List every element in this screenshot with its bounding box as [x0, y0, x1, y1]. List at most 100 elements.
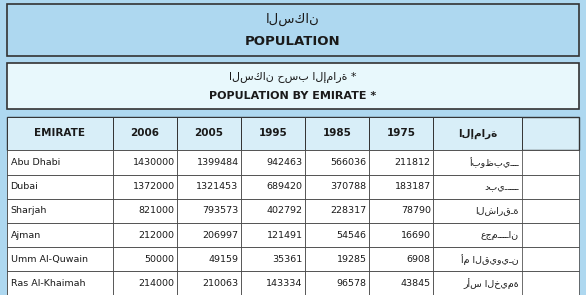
Bar	[241, 199, 305, 223]
Bar	[369, 199, 433, 223]
Text: عجمــــان: عجمــــان	[481, 231, 519, 240]
Text: 793573: 793573	[202, 206, 239, 215]
Bar	[113, 199, 177, 223]
Bar	[433, 271, 522, 295]
Bar	[7, 150, 579, 175]
Bar	[369, 223, 433, 247]
Bar	[241, 271, 305, 295]
Text: 1985: 1985	[323, 129, 352, 138]
Bar	[7, 150, 113, 175]
Bar	[241, 117, 305, 150]
Bar	[7, 271, 113, 295]
Text: 2006: 2006	[130, 129, 159, 138]
Bar	[177, 150, 241, 175]
Text: 50000: 50000	[145, 255, 175, 264]
Bar	[113, 223, 177, 247]
Bar	[369, 117, 433, 150]
Text: Ras Al-Khaimah: Ras Al-Khaimah	[11, 279, 85, 288]
Bar	[7, 4, 579, 56]
Bar	[241, 247, 305, 271]
Text: أم القيويـن: أم القيويـن	[461, 254, 519, 265]
Text: EMIRATE: EMIRATE	[35, 129, 86, 138]
Text: Umm Al-Quwain: Umm Al-Quwain	[11, 255, 87, 264]
Text: 210063: 210063	[203, 279, 239, 288]
Bar	[7, 199, 579, 223]
Bar	[305, 271, 369, 295]
Text: 49159: 49159	[209, 255, 239, 264]
Bar	[177, 247, 241, 271]
Text: Dubai: Dubai	[11, 182, 38, 191]
Bar	[113, 271, 177, 295]
Text: 121491: 121491	[267, 231, 302, 240]
Bar	[7, 247, 113, 271]
Bar	[177, 271, 241, 295]
Bar	[433, 199, 522, 223]
Bar	[177, 117, 241, 150]
Text: 689420: 689420	[267, 182, 302, 191]
Text: 78790: 78790	[401, 206, 431, 215]
Bar	[7, 117, 113, 150]
Text: 1975: 1975	[387, 129, 415, 138]
Text: Abu Dhabi: Abu Dhabi	[11, 158, 60, 167]
Text: 212000: 212000	[138, 231, 175, 240]
Bar	[305, 117, 369, 150]
Text: رأس الخيمة: رأس الخيمة	[463, 278, 519, 289]
Text: 96578: 96578	[337, 279, 367, 288]
Text: 566036: 566036	[331, 158, 367, 167]
Text: 16690: 16690	[401, 231, 431, 240]
Bar	[177, 199, 241, 223]
Text: 1430000: 1430000	[132, 158, 175, 167]
Text: Ajman: Ajman	[11, 231, 41, 240]
Bar	[7, 247, 579, 271]
Bar	[177, 175, 241, 199]
Bar	[241, 175, 305, 199]
Text: أبوظبيـــ: أبوظبيـــ	[469, 157, 519, 168]
Text: 821000: 821000	[138, 206, 175, 215]
Bar	[433, 223, 522, 247]
Bar	[113, 247, 177, 271]
Text: 1995: 1995	[258, 129, 287, 138]
Text: الإمارة: الإمارة	[458, 128, 497, 139]
Text: 214000: 214000	[138, 279, 175, 288]
Bar	[305, 199, 369, 223]
Bar	[369, 247, 433, 271]
Text: 402792: 402792	[267, 206, 302, 215]
Bar	[7, 223, 579, 247]
Bar	[433, 175, 522, 199]
Bar	[7, 199, 113, 223]
Text: Sharjah: Sharjah	[11, 206, 47, 215]
Bar	[241, 223, 305, 247]
Bar	[7, 117, 579, 150]
Bar	[369, 150, 433, 175]
Text: 54546: 54546	[337, 231, 367, 240]
Bar	[305, 247, 369, 271]
Bar	[113, 117, 177, 150]
Text: 1399484: 1399484	[196, 158, 239, 167]
Bar	[305, 223, 369, 247]
Text: POPULATION: POPULATION	[245, 35, 341, 48]
Text: 1321453: 1321453	[196, 182, 239, 191]
Bar	[433, 117, 522, 150]
Text: 211812: 211812	[395, 158, 431, 167]
Bar	[369, 271, 433, 295]
Text: 143334: 143334	[266, 279, 302, 288]
Text: 6908: 6908	[407, 255, 431, 264]
Text: السكان حسب الإمارة *: السكان حسب الإمارة *	[229, 72, 357, 83]
Bar	[7, 63, 579, 109]
Text: السكان: السكان	[266, 13, 320, 27]
Bar	[369, 175, 433, 199]
Bar	[7, 223, 113, 247]
Bar	[7, 271, 579, 295]
Text: 228317: 228317	[331, 206, 367, 215]
Bar	[113, 175, 177, 199]
Bar	[113, 150, 177, 175]
Text: 19285: 19285	[337, 255, 367, 264]
Text: 43845: 43845	[401, 279, 431, 288]
Text: 183187: 183187	[394, 182, 431, 191]
Text: 1372000: 1372000	[132, 182, 175, 191]
Text: الشارقـة: الشارقـة	[475, 206, 519, 215]
Text: 942463: 942463	[267, 158, 302, 167]
Text: 206997: 206997	[203, 231, 239, 240]
Bar	[177, 223, 241, 247]
Bar	[7, 175, 579, 199]
